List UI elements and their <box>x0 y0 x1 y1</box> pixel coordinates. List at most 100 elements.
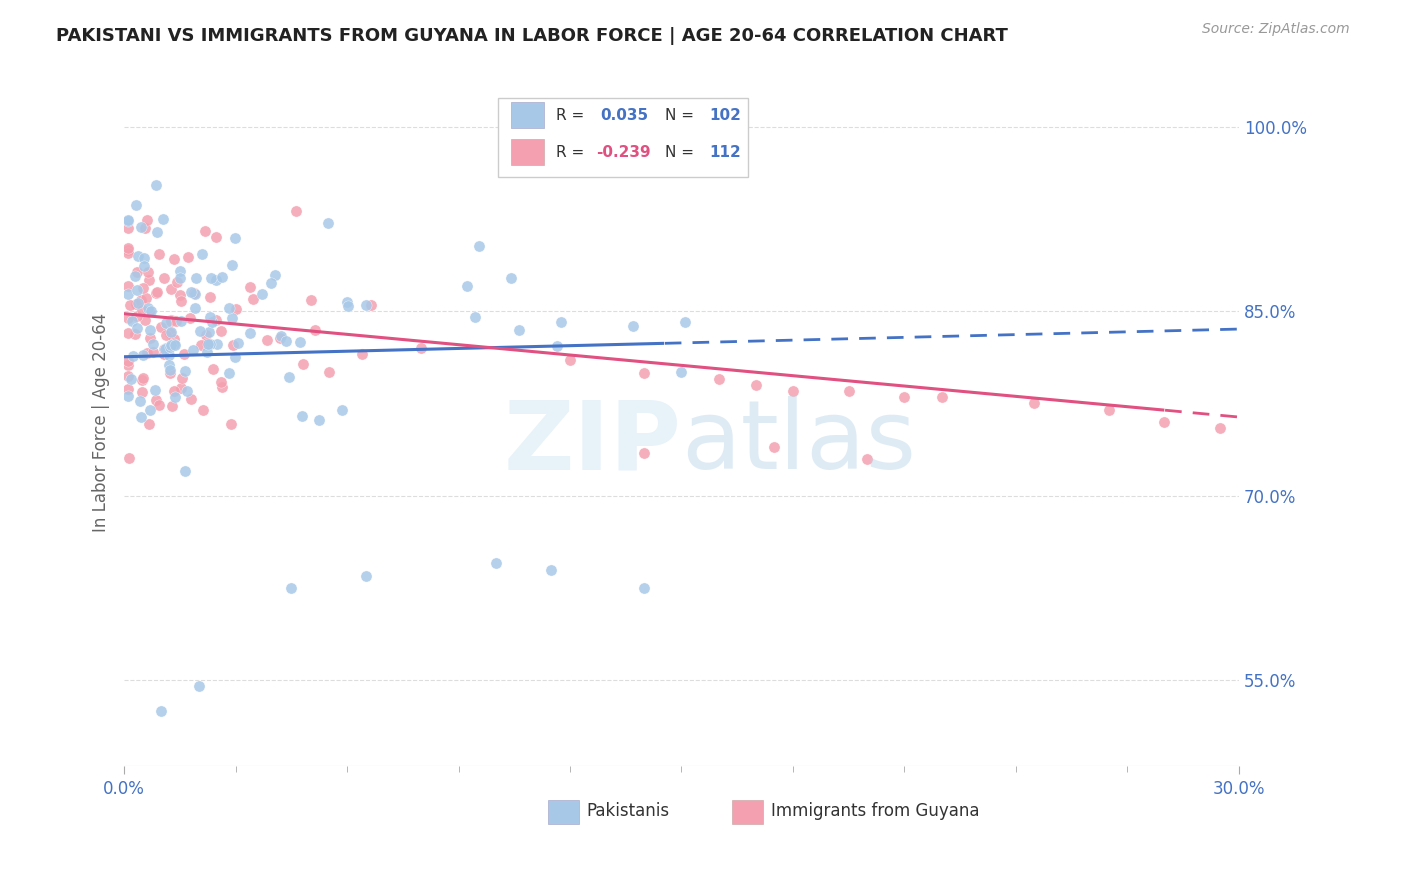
Point <box>200 337 222 351</box>
Point <box>117 287 139 301</box>
Point <box>172 371 194 385</box>
Point <box>131 293 153 308</box>
Point <box>669 365 692 379</box>
Text: R =: R = <box>555 108 589 122</box>
Point <box>117 279 139 293</box>
Point <box>118 298 141 312</box>
Point <box>633 446 655 460</box>
Point <box>122 350 145 364</box>
Point <box>838 384 860 399</box>
Point <box>707 372 730 386</box>
Point <box>159 363 181 377</box>
Point <box>250 287 273 301</box>
Point <box>127 296 149 310</box>
Point <box>138 323 160 337</box>
Point <box>1098 402 1121 417</box>
Point <box>218 301 240 316</box>
Point <box>124 326 146 341</box>
Point <box>931 390 953 404</box>
Point <box>304 322 326 336</box>
Point <box>205 337 228 351</box>
Point <box>188 324 211 338</box>
Point <box>200 271 222 285</box>
Point <box>155 328 177 343</box>
Point <box>125 297 148 311</box>
Point <box>745 378 768 392</box>
Point <box>211 269 233 284</box>
Point <box>239 280 262 294</box>
Point <box>162 384 184 398</box>
Point <box>166 275 188 289</box>
Point <box>148 399 170 413</box>
Point <box>260 277 283 291</box>
Point <box>136 301 159 315</box>
Point <box>224 351 246 365</box>
FancyBboxPatch shape <box>498 98 748 178</box>
Point <box>169 288 191 302</box>
Point <box>177 250 200 264</box>
Text: 102: 102 <box>710 108 741 122</box>
Point <box>197 325 219 339</box>
Point <box>170 314 193 328</box>
Point <box>221 310 243 325</box>
Point <box>155 342 177 356</box>
Point <box>299 293 322 307</box>
Text: ZIP: ZIP <box>503 396 682 489</box>
Point <box>134 313 156 327</box>
Point <box>180 285 202 299</box>
Point <box>198 290 221 304</box>
Point <box>190 338 212 352</box>
Text: -0.239: -0.239 <box>596 145 651 160</box>
Point <box>136 264 159 278</box>
Text: N =: N = <box>665 108 699 122</box>
Point <box>176 384 198 398</box>
Point <box>170 381 193 395</box>
Point <box>149 319 172 334</box>
Point <box>136 212 159 227</box>
Point <box>134 221 156 235</box>
Point <box>360 298 382 312</box>
Point <box>224 231 246 245</box>
Point <box>131 220 153 235</box>
Point <box>633 366 655 380</box>
Point <box>134 251 156 265</box>
Point <box>117 326 139 340</box>
Point <box>163 332 186 346</box>
Point <box>143 384 166 398</box>
Point <box>127 309 149 323</box>
Text: N =: N = <box>665 145 699 160</box>
Point <box>131 385 153 400</box>
Point <box>135 346 157 360</box>
Point <box>131 373 153 387</box>
Point <box>356 298 378 312</box>
Point <box>308 412 330 426</box>
Point <box>226 336 249 351</box>
Point <box>633 581 655 595</box>
Point <box>201 315 224 329</box>
Point <box>163 252 186 266</box>
Text: atlas: atlas <box>682 396 917 489</box>
Point <box>336 295 359 310</box>
Point <box>181 343 204 358</box>
Point <box>316 216 339 230</box>
Point <box>411 341 433 355</box>
Y-axis label: In Labor Force | Age 20-64: In Labor Force | Age 20-64 <box>93 312 110 532</box>
Point <box>159 325 181 339</box>
Point <box>222 338 245 352</box>
Point <box>274 334 297 348</box>
Point <box>218 366 240 380</box>
Point <box>209 324 232 338</box>
Point <box>131 303 153 318</box>
Point <box>464 310 486 324</box>
Point <box>191 247 214 261</box>
Point <box>132 371 155 385</box>
Point <box>138 417 160 432</box>
Point <box>152 211 174 226</box>
Point <box>221 258 243 272</box>
Point <box>127 265 149 279</box>
Point <box>159 314 181 328</box>
Point <box>132 348 155 362</box>
Point <box>211 380 233 394</box>
Point <box>145 393 167 408</box>
Point <box>219 417 242 432</box>
